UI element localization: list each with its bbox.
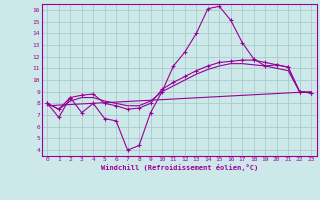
X-axis label: Windchill (Refroidissement éolien,°C): Windchill (Refroidissement éolien,°C) — [100, 164, 258, 171]
